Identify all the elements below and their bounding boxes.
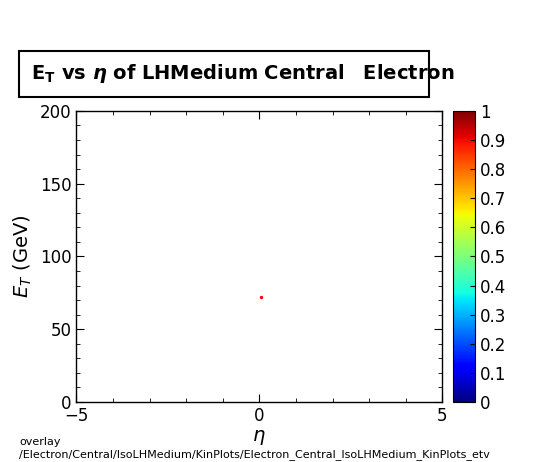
X-axis label: $\eta$: $\eta$: [252, 427, 266, 447]
Point: [257, 293, 265, 301]
Text: overlay
/Electron/Central/IsoLHMedium/KinPlots/Electron_Central_IsoLHMedium_KinP: overlay /Electron/Central/IsoLHMedium/Ki…: [19, 437, 490, 460]
Y-axis label: $E_T$ (GeV): $E_T$ (GeV): [12, 215, 34, 298]
Text: $\mathbf{E_T}$ $\mathbf{vs}$ $\boldsymbol{\eta}$ $\mathbf{of\ LHMedium\ Central\: $\mathbf{E_T}$ $\mathbf{vs}$ $\boldsymbo…: [32, 62, 455, 85]
